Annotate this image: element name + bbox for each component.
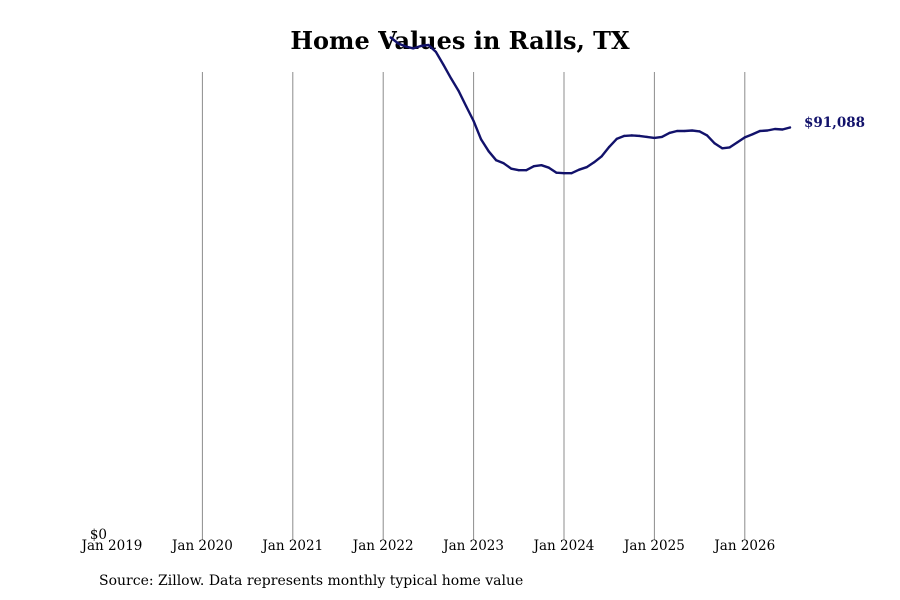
data-point	[773, 127, 777, 131]
data-point	[630, 134, 633, 137]
y-tick-label: $0	[90, 527, 107, 543]
data-point	[434, 50, 437, 54]
x-tick-label: Jan 2026	[712, 538, 775, 554]
data-point	[751, 133, 754, 136]
data-point	[736, 141, 739, 144]
data-point	[758, 129, 762, 133]
gridlines	[201, 72, 746, 540]
data-point	[412, 47, 415, 50]
data-point	[502, 162, 505, 165]
x-tick-label: Jan 2023	[441, 538, 504, 554]
data-point	[517, 169, 520, 172]
data-point	[540, 164, 543, 167]
y-axis-ticks: $0	[90, 527, 107, 543]
data-point	[638, 134, 641, 137]
data-point	[608, 145, 611, 148]
data-point	[457, 89, 460, 92]
data-point	[570, 172, 573, 175]
end-value-label: $91,088	[804, 115, 865, 131]
data-point	[585, 166, 588, 169]
source-note: Source: Zillow. Data represents monthly …	[99, 573, 524, 589]
x-tick-label: Jan 2022	[351, 538, 414, 554]
x-tick-label: Jan 2020	[170, 538, 233, 554]
data-point	[389, 36, 392, 39]
x-tick-label: Jan 2019	[80, 538, 143, 554]
data-point	[660, 135, 664, 138]
home-value-line	[389, 36, 792, 175]
data-point	[691, 129, 694, 132]
data-point	[668, 131, 671, 134]
x-tick-label: Jan 2021	[260, 538, 323, 554]
data-point	[781, 128, 784, 131]
data-point	[525, 169, 528, 172]
data-point	[510, 167, 513, 170]
data-point	[480, 138, 483, 141]
data-point	[743, 136, 746, 139]
data-point	[442, 63, 445, 66]
data-point	[449, 77, 453, 80]
data-point	[578, 168, 581, 171]
data-point	[713, 142, 716, 145]
data-point	[465, 105, 468, 108]
data-point	[675, 129, 679, 133]
data-point	[698, 130, 701, 133]
data-point	[562, 172, 566, 175]
data-point	[427, 43, 430, 47]
data-points	[389, 36, 792, 175]
data-point	[593, 161, 596, 164]
data-point	[600, 155, 603, 158]
data-point	[721, 147, 724, 150]
x-tick-label: Jan 2025	[622, 538, 685, 554]
data-point	[397, 42, 400, 45]
data-point	[653, 136, 656, 139]
data-point	[706, 134, 709, 137]
data-point	[532, 165, 536, 168]
data-point	[645, 135, 649, 138]
data-point	[419, 44, 422, 48]
x-axis-ticks: Jan 2019 Jan 2020 Jan 2021 Jan 2022 Jan 2023…	[80, 538, 776, 554]
data-point	[487, 150, 490, 153]
data-point	[555, 171, 558, 174]
data-point	[547, 166, 551, 169]
data-point	[728, 146, 731, 149]
data-point	[615, 137, 618, 140]
data-point	[788, 126, 792, 129]
data-point	[472, 119, 475, 123]
data-point	[404, 45, 407, 48]
x-tick-label: Jan 2024	[532, 538, 595, 554]
chart-title: Home Values in Ralls, TX	[290, 26, 630, 55]
data-point	[495, 159, 498, 162]
data-point	[683, 129, 686, 133]
data-point	[766, 129, 769, 132]
data-point	[623, 134, 626, 137]
